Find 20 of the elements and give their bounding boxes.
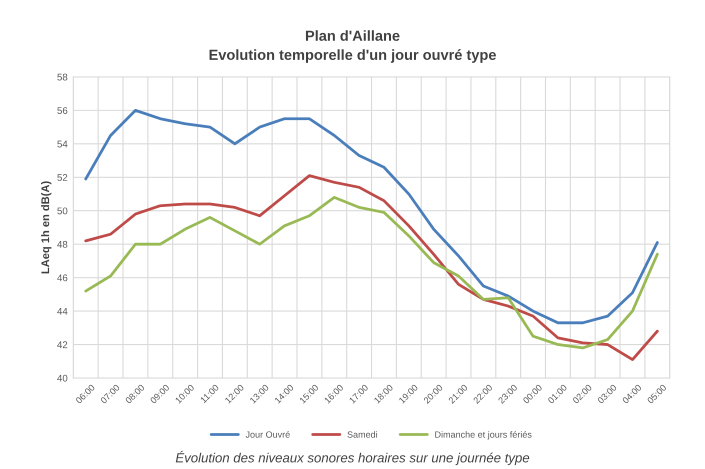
y-tick-label: 46 (57, 274, 68, 282)
y-tick-label: 52 (57, 174, 68, 181)
legend-label: Dimanche et jours fériés (435, 431, 532, 440)
y-axis-title: LAeq 1h en dB(A) (41, 181, 52, 274)
line-series (84, 196, 659, 350)
y-tick-label: 54 (57, 140, 68, 148)
y-tick-label: 50 (57, 207, 68, 214)
legend-label: Samedi (347, 431, 378, 438)
line-series (84, 108, 659, 324)
line-series (84, 174, 659, 362)
y-tick-label: 56 (57, 107, 68, 114)
text: Évolution des niveaux sonores horaires sur une journée type (176, 450, 530, 466)
y-tick-label: 44 (57, 308, 68, 315)
y-tick-label: 40 (57, 374, 68, 382)
y-tick-label: 42 (57, 341, 68, 348)
chart-title: Plan d'Aillane (306, 30, 400, 41)
y-tick-label: 58 (57, 74, 68, 81)
y-tick-label: 48 (57, 240, 68, 248)
chart-subtitle: Evolution temporelle d'un jour ouvré type (210, 49, 496, 63)
legend-label: Jour Ouvré (246, 431, 290, 438)
